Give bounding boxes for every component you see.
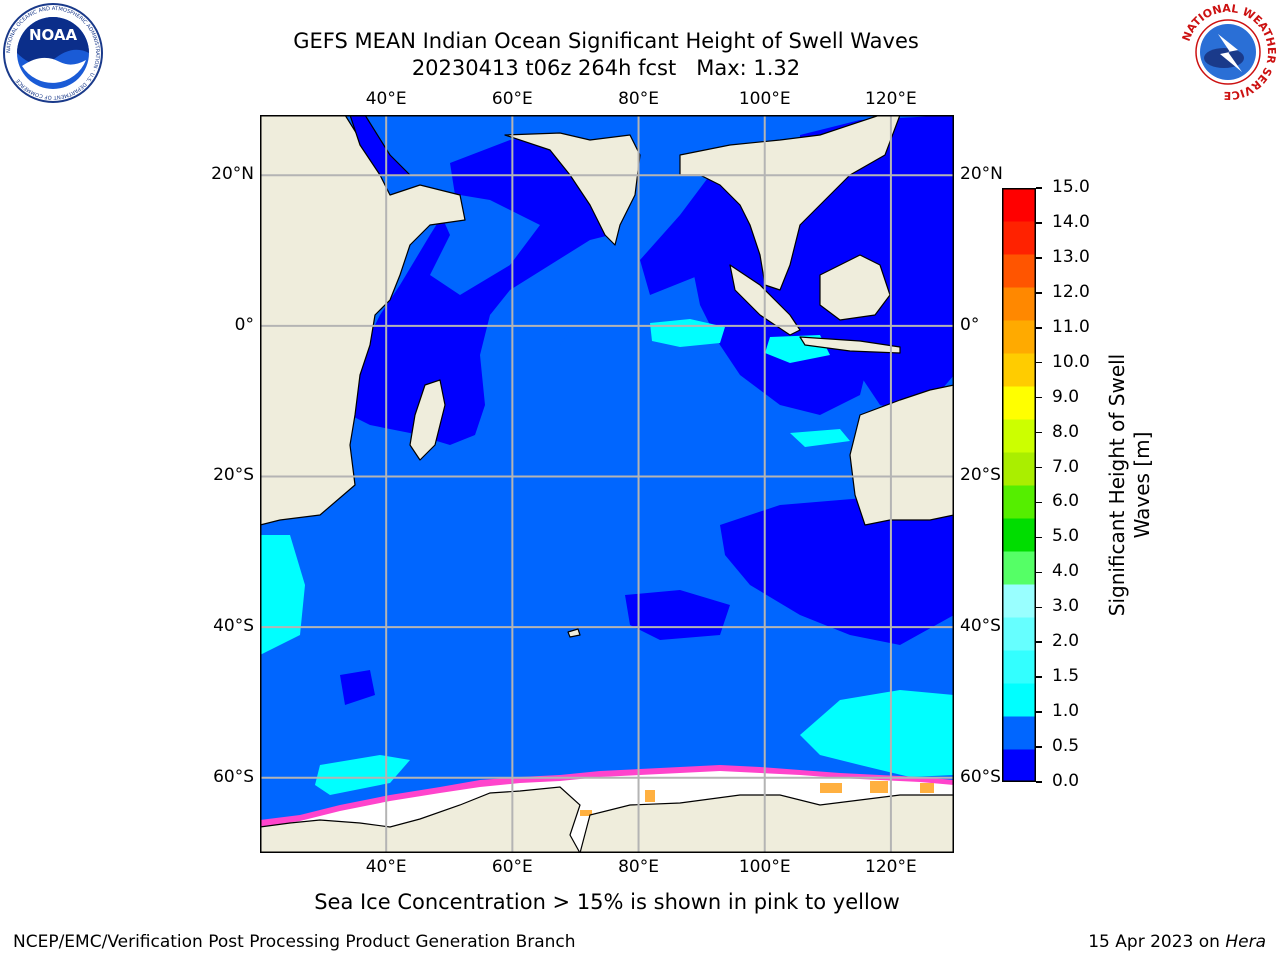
antarctica-land: [260, 786, 581, 853]
noaa-logo-icon: NOAA NATIONAL OCEANIC AND ATMOSPHERIC AD…: [3, 3, 103, 103]
lon-tick-label: 120°E: [865, 857, 917, 877]
colorbar-segment: [1002, 650, 1036, 684]
colorbar-tick-mark: [1036, 501, 1042, 504]
colorbar-tick-mark: [1036, 676, 1042, 678]
lat-tick-label-right: 40°S: [960, 616, 1001, 637]
colorbar-tick-label: 5.0: [1052, 526, 1080, 547]
colorbar-tick-mark: [1036, 781, 1042, 783]
colorbar-segment: [1002, 452, 1036, 486]
lat-tick-label-left: 0°: [234, 314, 254, 335]
colorbar-tick-mark: [1036, 292, 1042, 294]
colorbar-segment: [1002, 551, 1036, 585]
colorbar-frame: [1002, 188, 1036, 782]
colorbar-label-line2: Waves [m]: [1130, 431, 1154, 539]
colorbar-segment: [1002, 749, 1036, 782]
lon-tick-label: 40°E: [365, 89, 407, 109]
colorbar-segment: [1002, 617, 1036, 651]
colorbar-tick-label: 0.5: [1052, 736, 1080, 757]
colorbar-segment: [1002, 584, 1036, 618]
colorbar-tick-label: 7.0: [1052, 456, 1080, 477]
credit-right: 15 Apr 2023 on Hera: [1088, 932, 1266, 952]
colorbar-label-line1: Significant Height of Swell: [1105, 353, 1129, 617]
colorbar-segment: [1002, 683, 1036, 717]
lat-tick-label-left: 20°N: [211, 164, 254, 185]
colorbar-segment: [1002, 485, 1036, 519]
colorbar-tick-label: 12.0: [1052, 281, 1090, 302]
colorbar-tick-label: 13.0: [1052, 246, 1090, 267]
map-frame: [260, 115, 954, 853]
map-subtitle: 20230413 t06z 264h fcst Max: 1.32: [411, 56, 801, 80]
colorbar-segment: [1002, 221, 1036, 255]
colorbar-segment: [1002, 518, 1036, 552]
colorbar-tick-mark: [1036, 711, 1042, 713]
colorbar-label: Significant Height of Swell Waves [m]: [1105, 354, 1155, 616]
lat-tick-label-right: 0°: [960, 314, 980, 335]
lat-tick-label-left: 40°S: [213, 616, 254, 637]
colorbar-tick-mark: [1036, 257, 1042, 259]
colorbar-segment: [1002, 353, 1036, 387]
noaa-text: NOAA: [29, 26, 78, 44]
lon-tick-label: 60°E: [491, 857, 533, 877]
lat-tick-label-right: 60°S: [960, 766, 1001, 787]
lon-tick-label: 60°E: [491, 89, 533, 109]
lat-tick-label-right: 20°N: [960, 164, 1003, 185]
colorbar-tick-label: 0.0: [1052, 771, 1080, 791]
colorbar-tick-label: 9.0: [1052, 386, 1080, 407]
lat-tick-label-right: 20°S: [960, 465, 1001, 486]
colorbar-tick-mark: [1036, 431, 1042, 434]
colorbar-tick-label: 4.0: [1052, 561, 1080, 582]
colorbar-segment: [1002, 287, 1036, 321]
lon-tick-label: 80°E: [618, 89, 659, 109]
colorbar-tick-mark: [1036, 746, 1042, 748]
colorbar-tick-mark: [1036, 606, 1042, 609]
colorbar-tick-label: 10.0: [1052, 351, 1090, 372]
colorbar-tick-mark: [1036, 327, 1042, 329]
latitude-gridlines: [260, 174, 954, 779]
lon-tick-label: 80°E: [618, 857, 659, 877]
lon-tick-label: 100°E: [738, 89, 791, 109]
lat-tick-label-left: 20°S: [213, 465, 254, 486]
credit-date: 15 Apr 2023 on: [1088, 932, 1226, 952]
colorbar-segment: [1002, 419, 1036, 453]
colorbar-segment: [1002, 716, 1036, 750]
colorbar-tick-mark: [1036, 187, 1042, 189]
antarctica-land-east: [579, 794, 954, 853]
colorbar-tick-label: 14.0: [1052, 211, 1090, 232]
nws-logo-icon: NATIONAL WEATHER SERVICE: [1180, 2, 1278, 102]
colorbar-segment: [1002, 320, 1036, 354]
lat-tick-label-left: 60°S: [213, 766, 254, 787]
colorbar-tick-label: 3.0: [1052, 596, 1080, 617]
longitude-gridlines: [385, 115, 892, 853]
colorbar-tick-label: 1.0: [1052, 701, 1080, 722]
sea-ice-note: Sea Ice Concentration > 15% is shown in …: [314, 890, 900, 914]
colorbar-tick-label: 6.0: [1052, 491, 1080, 512]
colorbar-segment: [1002, 386, 1036, 420]
colorbar-tick-label: 1.5: [1052, 666, 1080, 687]
colorbar-tick-label: 11.0: [1052, 316, 1090, 337]
colorbar-tick-mark: [1036, 571, 1042, 574]
colorbar-tick-label: 15.0: [1052, 177, 1090, 197]
swell-height-map: [260, 115, 954, 853]
colorbar-tick-mark: [1036, 396, 1042, 399]
lon-tick-label: 40°E: [365, 857, 407, 877]
colorbar-tick-label: 8.0: [1052, 421, 1080, 442]
credit-host: Hera: [1225, 932, 1266, 952]
lon-tick-label: 100°E: [738, 857, 791, 877]
map-title: GEFS MEAN Indian Ocean Significant Heigh…: [293, 29, 919, 53]
colorbar-tick-mark: [1036, 222, 1042, 224]
colorbar: [1002, 188, 1036, 782]
colorbar-segment: [1002, 188, 1036, 222]
colorbar-tick-label: 2.0: [1052, 631, 1080, 652]
colorbar-tick-mark: [1036, 641, 1042, 643]
colorbar-tick-mark: [1036, 536, 1042, 539]
colorbar-segment: [1002, 254, 1036, 288]
colorbar-tick-mark: [1036, 361, 1042, 364]
colorbar-tick-mark: [1036, 466, 1042, 469]
lon-tick-label: 120°E: [865, 89, 917, 109]
credit-left: NCEP/EMC/Verification Post Processing Pr…: [13, 932, 576, 952]
